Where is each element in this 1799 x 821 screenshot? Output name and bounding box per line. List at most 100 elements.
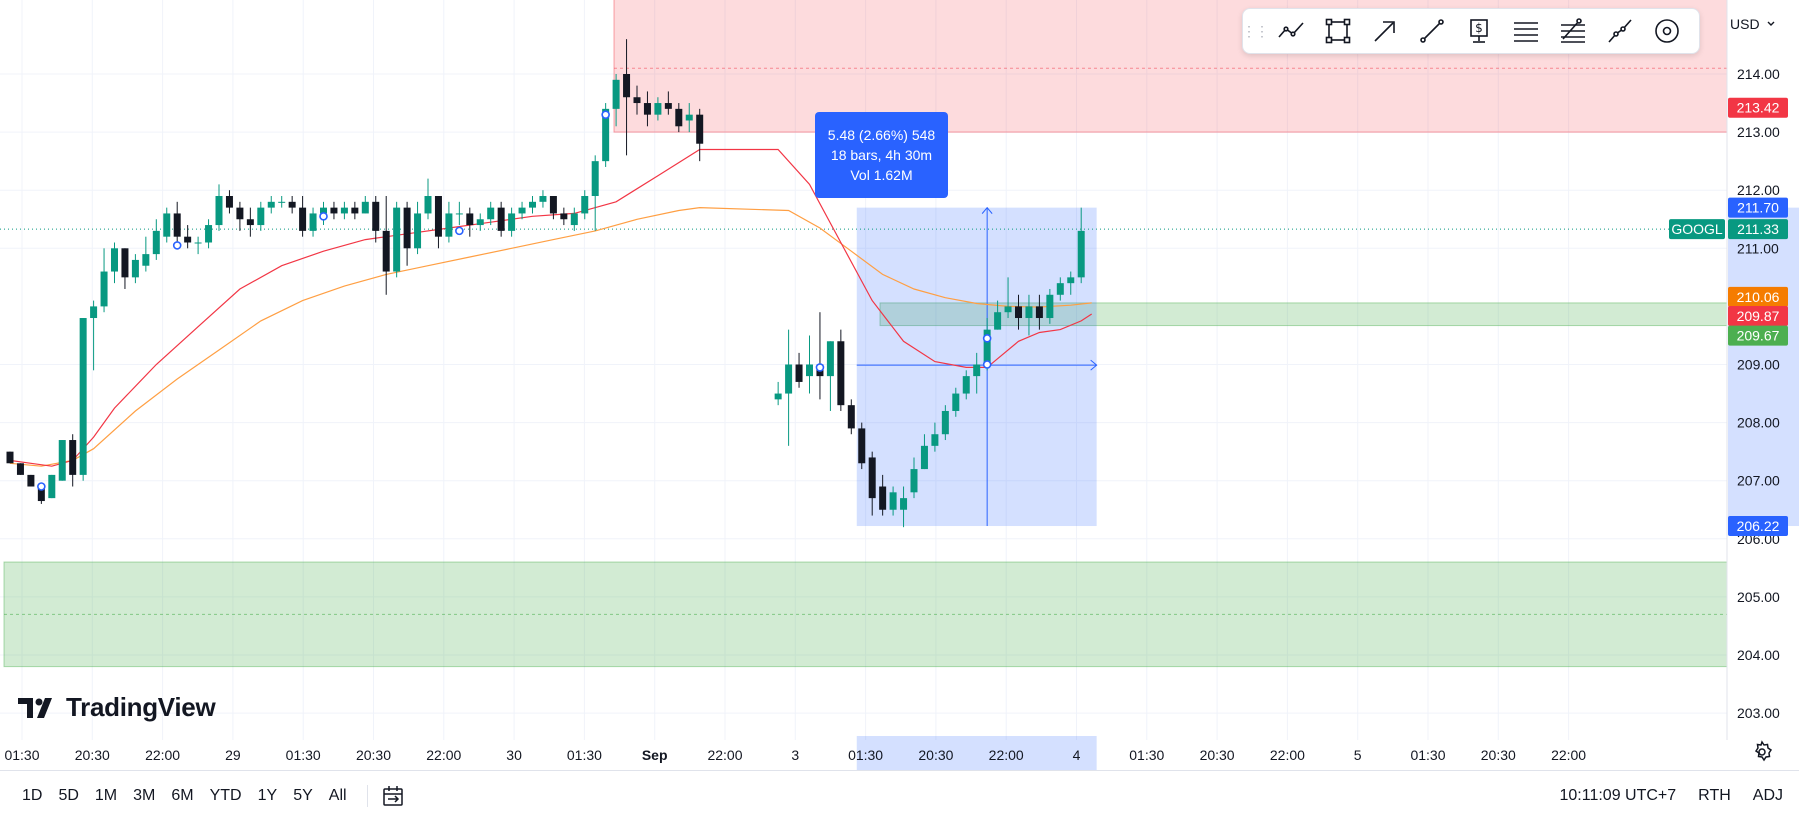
event-marker[interactable] — [982, 334, 992, 343]
candle-body[interactable] — [774, 393, 782, 400]
candle-body[interactable] — [434, 196, 442, 237]
candle-body[interactable] — [889, 492, 897, 510]
candle-body[interactable] — [79, 318, 87, 475]
candle-body[interactable] — [518, 207, 526, 214]
candle-body[interactable] — [920, 445, 928, 470]
candle-body[interactable] — [100, 271, 108, 307]
candle-body[interactable] — [654, 103, 662, 115]
candle-body[interactable] — [549, 196, 557, 214]
horizontal-lines-tool-button[interactable] — [1502, 9, 1549, 53]
price-label-tag[interactable] — [1728, 197, 1788, 218]
candle-body[interactable] — [858, 428, 866, 464]
candle-body[interactable] — [560, 213, 568, 220]
candle-body[interactable] — [685, 114, 693, 121]
candle-body[interactable] — [612, 79, 620, 109]
candle-body[interactable] — [330, 207, 338, 214]
range-button-all[interactable]: All — [328, 787, 347, 804]
price-label-tag[interactable] — [1728, 219, 1788, 240]
candle-body[interactable] — [288, 201, 296, 208]
event-marker[interactable] — [601, 110, 610, 119]
candle-body[interactable] — [111, 248, 118, 272]
path-tool-button[interactable] — [1596, 9, 1643, 53]
candle-body[interactable] — [205, 225, 213, 243]
price-chart[interactable]: 214.00 213.00 212.00 211.00 209.00 208.00 207.… — [0, 0, 1799, 770]
candle-body[interactable] — [487, 207, 495, 220]
candle-body[interactable] — [173, 213, 181, 237]
event-marker[interactable] — [455, 226, 464, 236]
candle-body[interactable] — [847, 405, 855, 429]
candle-body[interactable] — [1035, 306, 1043, 319]
candle-body[interactable] — [424, 196, 432, 214]
candle-body[interactable] — [184, 236, 192, 243]
candle-body[interactable] — [340, 207, 348, 214]
candle-body[interactable] — [900, 498, 908, 510]
candle-body[interactable] — [351, 207, 359, 214]
candle-body[interactable] — [48, 474, 56, 499]
line-tool-button[interactable] — [1408, 9, 1455, 53]
candle-body[interactable] — [58, 440, 66, 481]
candle-body[interactable] — [152, 230, 160, 255]
range-button-1m[interactable]: 1M — [94, 787, 118, 804]
arrow-tool-button[interactable] — [1361, 9, 1408, 53]
symbol-tag[interactable] — [1669, 219, 1725, 240]
candle-body[interactable] — [37, 486, 45, 502]
candle-body[interactable] — [278, 201, 286, 203]
price-label-tag[interactable] — [1728, 305, 1788, 326]
candle-body[interactable] — [403, 207, 411, 249]
candle-body[interactable] — [90, 306, 98, 319]
candle-body[interactable] — [910, 469, 918, 493]
candle-body[interactable] — [1067, 277, 1075, 284]
candle-body[interactable] — [445, 213, 453, 237]
event-marker[interactable] — [172, 241, 182, 250]
candle-body[interactable] — [633, 97, 641, 104]
range-button-1d[interactable]: 1D — [22, 787, 43, 804]
candle-body[interactable] — [372, 201, 380, 231]
candle-body[interactable] — [973, 364, 981, 377]
candle-body[interactable] — [539, 196, 547, 202]
candle-body[interactable] — [643, 103, 651, 115]
rectangle-tool-button[interactable] — [1314, 9, 1361, 53]
candle-body[interactable] — [215, 196, 223, 226]
event-marker[interactable] — [982, 360, 992, 369]
candle-body[interactable] — [952, 393, 960, 411]
candle-body[interactable] — [299, 207, 307, 231]
visibility-tool-button[interactable] — [1643, 9, 1690, 53]
candle-body[interactable] — [320, 207, 327, 214]
candle-body[interactable] — [236, 207, 244, 220]
candle-body[interactable] — [696, 114, 704, 144]
candle-body[interactable] — [246, 219, 254, 226]
candle-body[interactable] — [309, 213, 317, 231]
candle-body[interactable] — [931, 434, 939, 446]
candle-body[interactable] — [1025, 306, 1033, 319]
candle-body[interactable] — [994, 312, 1002, 330]
candle-body[interactable] — [675, 108, 683, 127]
candle-body[interactable] — [131, 259, 139, 278]
candle-body[interactable] — [27, 474, 35, 487]
candle-body[interactable] — [257, 207, 265, 226]
candle-body[interactable] — [570, 213, 578, 226]
drag-handle-icon[interactable]: ⋮⋮ — [1242, 22, 1269, 39]
clock-display[interactable]: 10:11:09 UTC+7 — [1559, 787, 1677, 804]
candle-body[interactable] — [868, 457, 876, 499]
trend-line-tool-button[interactable] — [1267, 9, 1314, 53]
fib-levels-tool-button[interactable] — [1549, 9, 1596, 53]
range-button-1y[interactable]: 1Y — [257, 787, 278, 804]
date-range-icon[interactable] — [380, 784, 406, 808]
candle-body[interactable] — [879, 486, 887, 510]
candle-body[interactable] — [6, 451, 14, 464]
range-button-6m[interactable]: 6M — [171, 787, 194, 804]
adjust-toggle[interactable]: ADJ — [1752, 787, 1783, 804]
candle-body[interactable] — [826, 341, 834, 377]
candle-body[interactable] — [591, 161, 599, 197]
candle-body[interactable] — [142, 254, 150, 266]
candle-body[interactable] — [16, 463, 24, 475]
tradingview-logo[interactable]: TradingView — [18, 692, 216, 723]
price-label-tool-button[interactable]: $ — [1455, 9, 1502, 53]
candle-body[interactable] — [69, 440, 77, 475]
candle-body[interactable] — [466, 213, 474, 226]
candle-body[interactable] — [163, 213, 171, 237]
candle-body[interactable] — [508, 213, 516, 231]
candle-body[interactable] — [455, 213, 463, 215]
candle-body[interactable] — [806, 364, 813, 377]
